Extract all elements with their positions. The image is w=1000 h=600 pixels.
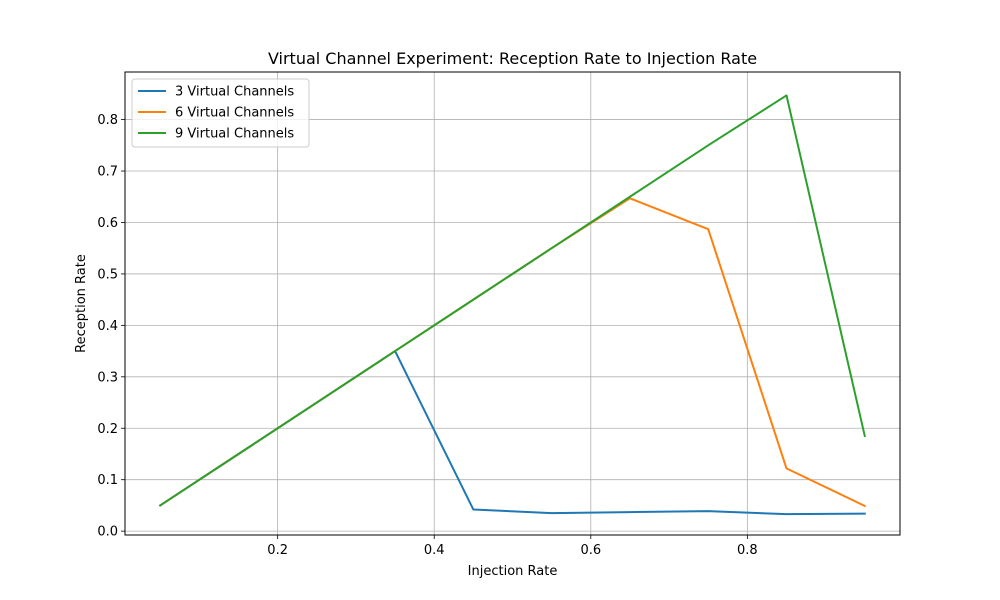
- series-lines: [158, 94, 867, 516]
- series-line-1: [158, 350, 866, 516]
- plot-area-frame: [124, 71, 901, 536]
- y-tick-label: 0.5: [97, 267, 118, 282]
- y-axis-label: Reception Rate: [74, 254, 89, 353]
- y-tick-label: 0.8: [97, 113, 118, 128]
- x-axis-ticks: 0.2 0.4 0.6 0.8: [267, 535, 758, 558]
- y-tick-label: 0.7: [97, 165, 118, 180]
- legend-frame: [131, 78, 310, 148]
- y-tick-label: 0.2: [97, 422, 118, 437]
- legend-label-2: 6 Virtual Channels: [175, 106, 294, 121]
- y-axis-ticks: 0.0 0.1 0.2 0.3 0.4 0.5 0.6 0.7 0.8: [97, 113, 125, 540]
- y-tick-label: 0.1: [97, 473, 118, 488]
- y-tick-label: 0.6: [97, 216, 118, 231]
- x-axis-label: Injection Rate: [468, 564, 558, 579]
- series-line-2: [158, 197, 867, 508]
- chart-title: Virtual Channel Experiment: Reception Ra…: [268, 49, 757, 68]
- legend-label-3: 9 Virtual Channels: [175, 127, 294, 142]
- x-tick-label: 0.8: [737, 543, 758, 558]
- y-tick-label: 0.3: [97, 370, 118, 385]
- y-tick-label: 0.0: [97, 525, 118, 540]
- x-tick-label: 0.2: [267, 543, 288, 558]
- series-line-3: [158, 94, 866, 507]
- x-tick-label: 0.4: [424, 543, 445, 558]
- grid-lines: [125, 72, 900, 535]
- x-tick-label: 0.6: [580, 543, 601, 558]
- y-tick-label: 0.4: [97, 319, 118, 334]
- legend-label-1: 3 Virtual Channels: [175, 85, 294, 100]
- legend: 3 Virtual Channels 6 Virtual Channels 9 Vi…: [131, 78, 310, 148]
